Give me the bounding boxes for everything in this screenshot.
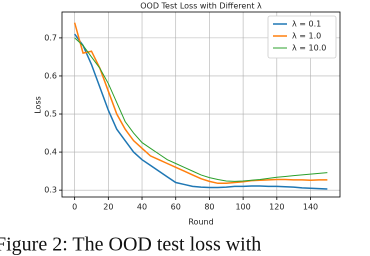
x-tick-label: 80	[204, 203, 214, 212]
x-tick-label: 60	[171, 203, 181, 212]
series-line	[74, 37, 328, 182]
x-tick-label: 100	[235, 203, 250, 212]
legend-label: λ = 10.0	[292, 44, 326, 53]
series-line	[73, 22, 328, 185]
caption: Figure 2: The OOD test loss with	[0, 234, 261, 256]
y-axis-label: Loss	[34, 96, 43, 114]
x-tick-label: 20	[103, 203, 113, 212]
x-tick-label: 120	[269, 203, 284, 212]
plot-frame	[61, 11, 341, 198]
y-tick-label: 0.7	[44, 33, 57, 42]
series-line	[74, 33, 328, 190]
x-axis-label: Round	[188, 218, 213, 227]
y-tick-label: 0.5	[44, 110, 57, 119]
y-tick-label: 0.4	[44, 148, 57, 157]
y-tick-label: 0.6	[44, 71, 57, 80]
y-tick-label: 0.3	[44, 186, 57, 195]
x-tick-label: 0	[72, 203, 77, 212]
legend-label: λ = 0.1	[292, 20, 321, 29]
x-tick-label: 140	[303, 203, 318, 212]
legend-label: λ = 1.0	[292, 32, 321, 41]
chart-title: OOD Test Loss with Different λ	[140, 2, 262, 11]
x-tick-label: 40	[137, 203, 147, 212]
